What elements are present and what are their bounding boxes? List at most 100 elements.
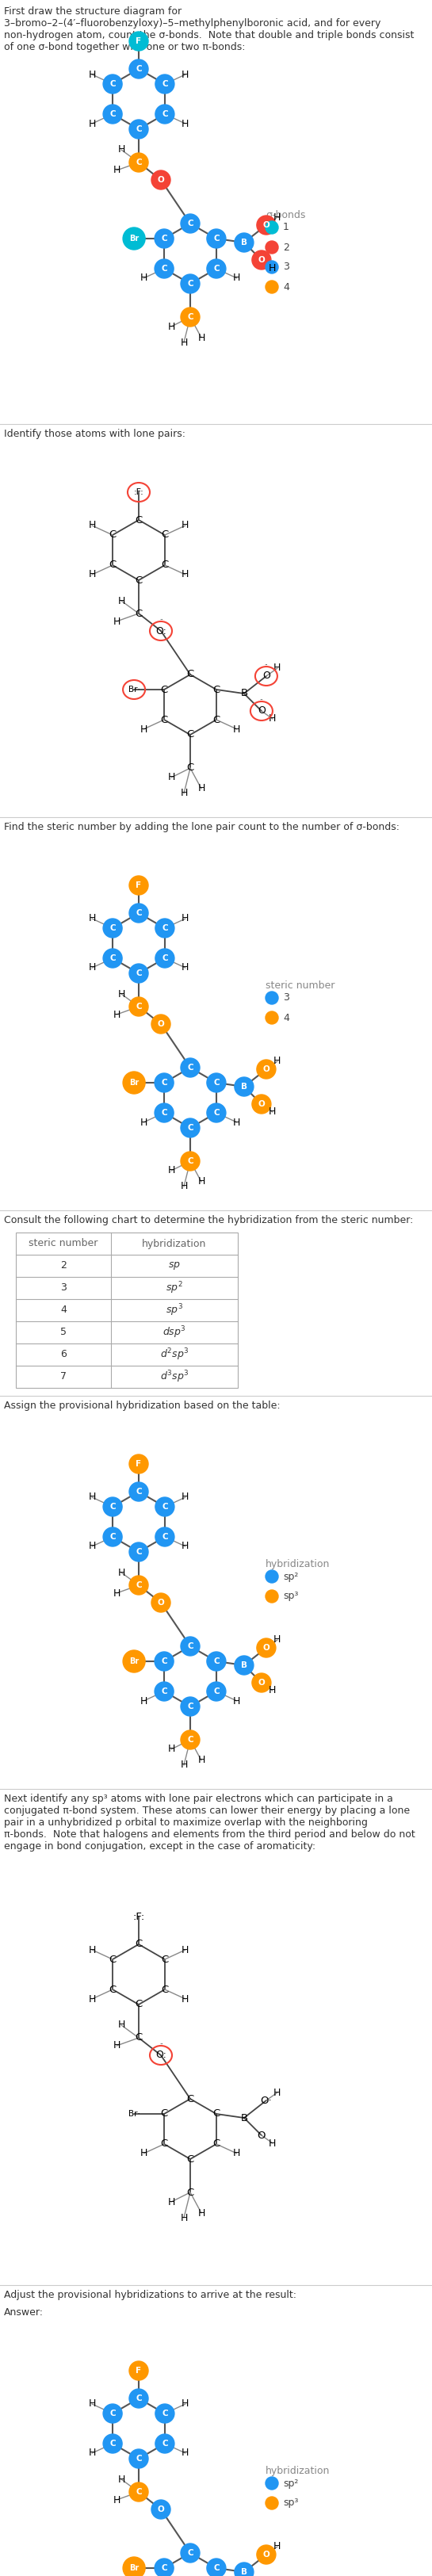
Text: 1: 1 bbox=[283, 222, 289, 232]
Text: C: C bbox=[213, 2563, 219, 2571]
Text: H: H bbox=[182, 914, 189, 925]
Text: C: C bbox=[135, 608, 143, 618]
Text: $sp^3$: $sp^3$ bbox=[166, 1303, 183, 1319]
Circle shape bbox=[235, 1656, 254, 1674]
Text: H: H bbox=[269, 263, 276, 273]
Text: C: C bbox=[109, 1955, 116, 1965]
Text: $sp$: $sp$ bbox=[168, 1260, 181, 1273]
Text: H: H bbox=[88, 118, 96, 129]
Text: Consult the following chart to determine the hybridization from the steric numbe: Consult the following chart to determine… bbox=[4, 1216, 413, 1226]
Circle shape bbox=[123, 2558, 145, 2576]
Circle shape bbox=[155, 2558, 174, 2576]
Text: H: H bbox=[168, 2197, 175, 2208]
Circle shape bbox=[129, 152, 148, 173]
Text: C: C bbox=[135, 1940, 143, 1950]
Text: $sp^2$: $sp^2$ bbox=[166, 1280, 183, 1296]
Text: C: C bbox=[187, 729, 194, 739]
Text: O: O bbox=[263, 222, 270, 229]
Text: C: C bbox=[110, 2409, 116, 2416]
Text: hybridization: hybridization bbox=[266, 2465, 330, 2476]
Circle shape bbox=[266, 1012, 278, 1025]
Text: H: H bbox=[88, 1540, 96, 1551]
Text: O: O bbox=[157, 1600, 165, 1607]
Text: C: C bbox=[136, 1002, 142, 1010]
Text: H: H bbox=[113, 1587, 120, 1597]
Circle shape bbox=[207, 1651, 226, 1672]
Text: H: H bbox=[113, 616, 120, 626]
Circle shape bbox=[235, 1077, 254, 1097]
Text: H: H bbox=[88, 520, 96, 531]
Text: H: H bbox=[233, 724, 241, 734]
Text: Br·: Br· bbox=[128, 685, 140, 693]
Circle shape bbox=[266, 222, 278, 234]
Circle shape bbox=[123, 1651, 145, 1672]
Circle shape bbox=[155, 1651, 174, 1672]
Text: F: F bbox=[136, 2367, 142, 2375]
Text: H: H bbox=[88, 2398, 96, 2409]
Text: H: H bbox=[273, 2543, 281, 2553]
Circle shape bbox=[181, 1731, 200, 1749]
Text: H: H bbox=[269, 1108, 276, 1118]
Text: C: C bbox=[110, 1533, 116, 1540]
Text: ··: ·· bbox=[159, 618, 163, 623]
Text: H: H bbox=[113, 2040, 120, 2050]
Text: H: H bbox=[182, 520, 189, 531]
Text: H: H bbox=[180, 337, 187, 348]
Circle shape bbox=[181, 1636, 200, 1656]
Text: Br: Br bbox=[129, 1656, 139, 1664]
Circle shape bbox=[129, 118, 148, 139]
Text: C: C bbox=[187, 1064, 193, 1072]
Circle shape bbox=[103, 75, 122, 93]
Text: :F:: :F: bbox=[133, 489, 144, 497]
Text: C: C bbox=[213, 1656, 219, 1664]
Circle shape bbox=[266, 281, 278, 294]
Text: Next identify any sp³ atoms with lone pair electrons which can participate in a
: Next identify any sp³ atoms with lone pa… bbox=[4, 1793, 415, 1852]
Text: O: O bbox=[263, 1643, 270, 1651]
Text: H: H bbox=[118, 989, 125, 999]
Text: C: C bbox=[162, 1533, 168, 1540]
Text: C: C bbox=[213, 265, 219, 273]
Circle shape bbox=[129, 904, 148, 922]
Text: O: O bbox=[157, 1020, 165, 1028]
Text: H: H bbox=[182, 118, 189, 129]
Circle shape bbox=[252, 1095, 271, 1113]
Text: C: C bbox=[187, 2550, 193, 2558]
Text: O: O bbox=[257, 706, 265, 716]
Text: H: H bbox=[233, 1118, 241, 1128]
Text: 4: 4 bbox=[60, 1306, 67, 1316]
Text: H: H bbox=[269, 1685, 276, 1695]
Text: C: C bbox=[187, 1157, 193, 1164]
Text: H: H bbox=[197, 2208, 205, 2218]
Text: C: C bbox=[161, 1656, 167, 1664]
Text: C: C bbox=[187, 1703, 193, 1710]
Text: C: C bbox=[136, 2396, 142, 2403]
Circle shape bbox=[151, 1592, 170, 1613]
Text: H: H bbox=[88, 2447, 96, 2458]
Text: 3: 3 bbox=[283, 992, 289, 1002]
Text: H: H bbox=[140, 1695, 147, 1705]
Text: H: H bbox=[273, 1056, 281, 1066]
Circle shape bbox=[266, 1571, 278, 1582]
Text: C: C bbox=[161, 1955, 168, 1965]
Text: C: C bbox=[136, 909, 142, 917]
Text: C: C bbox=[160, 685, 168, 696]
Circle shape bbox=[207, 260, 226, 278]
Circle shape bbox=[151, 170, 170, 191]
Text: C: C bbox=[187, 314, 193, 322]
Text: O: O bbox=[258, 255, 265, 263]
Circle shape bbox=[266, 2478, 278, 2488]
Circle shape bbox=[103, 1528, 122, 1546]
Text: 5: 5 bbox=[60, 1327, 67, 1337]
Text: H: H bbox=[182, 1994, 189, 2004]
Text: H: H bbox=[273, 662, 281, 672]
Text: Assign the provisional hybridization based on the table:: Assign the provisional hybridization bas… bbox=[4, 1401, 280, 1412]
Circle shape bbox=[155, 260, 174, 278]
Circle shape bbox=[252, 1674, 271, 1692]
Text: 3: 3 bbox=[283, 263, 289, 273]
Text: C: C bbox=[161, 1079, 167, 1087]
Text: sp²: sp² bbox=[283, 1571, 299, 1582]
Text: C: C bbox=[136, 64, 142, 72]
Circle shape bbox=[129, 876, 148, 894]
Text: C: C bbox=[161, 2563, 167, 2571]
Text: H: H bbox=[140, 1118, 147, 1128]
